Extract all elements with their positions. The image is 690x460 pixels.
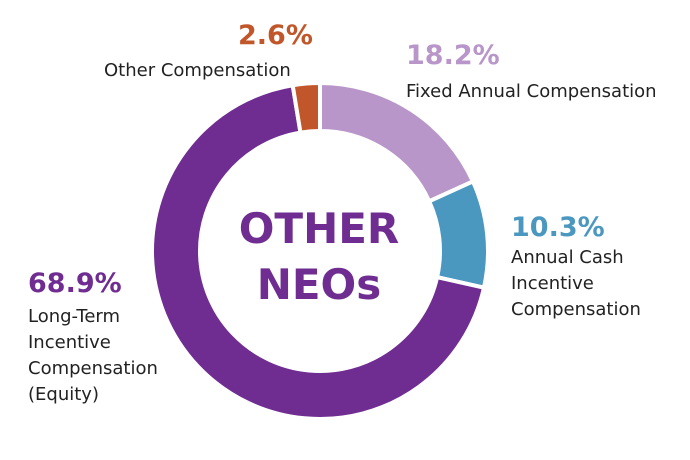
- center-label-line-1: OTHER: [238, 204, 400, 253]
- center-label-line-2: NEOs: [256, 260, 382, 309]
- slice-value-other: 2.6%: [238, 20, 313, 51]
- slice-value-fixed-annual: 18.2%: [406, 40, 500, 71]
- slice-label-annual-cash: Annual Cash Incentive Compensation: [511, 247, 641, 320]
- slice-long-term: [150, 82, 487, 421]
- slice-label-fixed-annual: Fixed Annual Compensation: [406, 81, 657, 102]
- slice-other: [290, 80, 322, 135]
- slice-label-other: Other Compensation: [104, 60, 291, 81]
- slice-value-annual-cash: 10.3%: [511, 212, 605, 243]
- slice-label-long-term: Long-Term Incentive Compensation (Equity…: [28, 306, 158, 405]
- slice-annual-cash: [426, 178, 490, 291]
- slice-value-long-term: 68.9%: [28, 268, 122, 299]
